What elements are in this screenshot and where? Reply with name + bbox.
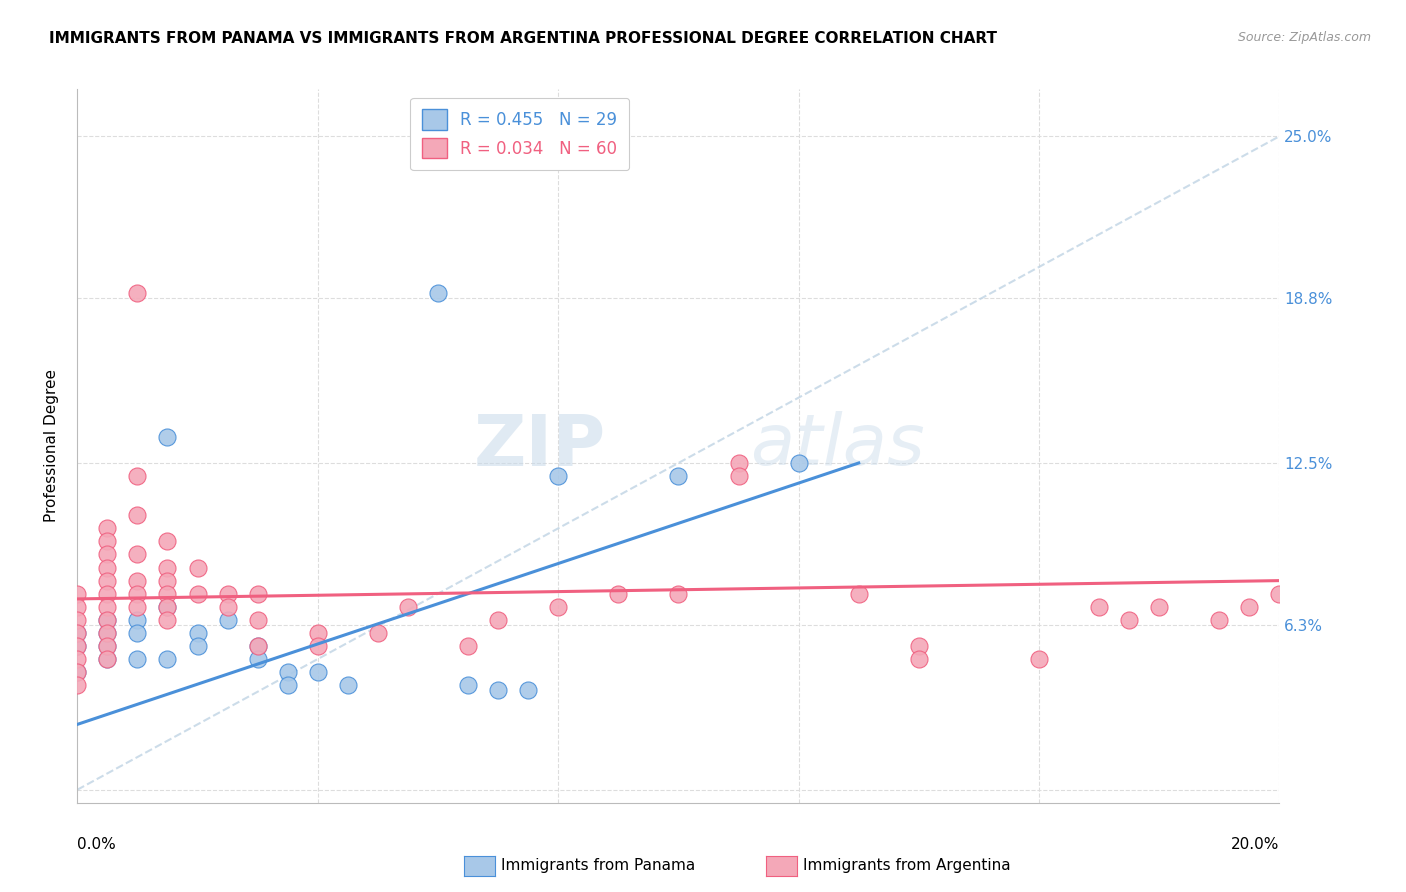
Point bbox=[96, 548, 118, 562]
Point bbox=[486, 613, 509, 627]
Point bbox=[127, 613, 149, 627]
Point bbox=[156, 534, 179, 549]
Point bbox=[787, 456, 810, 470]
Point bbox=[217, 587, 239, 601]
Point bbox=[127, 587, 149, 601]
Point bbox=[457, 678, 479, 692]
Point bbox=[156, 430, 179, 444]
Y-axis label: Professional Degree: Professional Degree bbox=[44, 369, 59, 523]
Point bbox=[96, 599, 118, 614]
Point bbox=[246, 639, 269, 653]
Point bbox=[66, 587, 89, 601]
Point bbox=[217, 613, 239, 627]
Point bbox=[307, 626, 329, 640]
Point bbox=[96, 534, 118, 549]
Point bbox=[457, 639, 479, 653]
Point bbox=[127, 548, 149, 562]
Point bbox=[187, 587, 209, 601]
Point bbox=[66, 639, 89, 653]
Text: Source: ZipAtlas.com: Source: ZipAtlas.com bbox=[1237, 31, 1371, 45]
Point bbox=[1028, 652, 1050, 666]
Point bbox=[96, 587, 118, 601]
Point bbox=[1118, 613, 1140, 627]
Point bbox=[307, 639, 329, 653]
Point bbox=[217, 599, 239, 614]
Point bbox=[668, 587, 690, 601]
Point bbox=[96, 613, 118, 627]
Point bbox=[1208, 613, 1230, 627]
Point bbox=[246, 587, 269, 601]
Point bbox=[848, 587, 870, 601]
Point bbox=[336, 678, 359, 692]
Point bbox=[66, 626, 89, 640]
Point bbox=[246, 639, 269, 653]
Point bbox=[66, 665, 89, 679]
Point bbox=[908, 639, 931, 653]
Point bbox=[486, 683, 509, 698]
Point bbox=[727, 456, 749, 470]
Point bbox=[187, 639, 209, 653]
Point bbox=[127, 626, 149, 640]
Point bbox=[96, 613, 118, 627]
Point bbox=[307, 665, 329, 679]
Point bbox=[727, 469, 749, 483]
Point bbox=[396, 599, 419, 614]
Point bbox=[66, 678, 89, 692]
Point bbox=[66, 599, 89, 614]
Point bbox=[668, 469, 690, 483]
Point bbox=[127, 652, 149, 666]
Text: Immigrants from Panama: Immigrants from Panama bbox=[501, 858, 695, 872]
Point bbox=[156, 574, 179, 588]
Point bbox=[127, 574, 149, 588]
Point bbox=[607, 587, 630, 601]
Legend: R = 0.455   N = 29, R = 0.034   N = 60: R = 0.455 N = 29, R = 0.034 N = 60 bbox=[411, 97, 628, 169]
Point bbox=[127, 508, 149, 523]
Point bbox=[96, 652, 118, 666]
Point bbox=[127, 599, 149, 614]
Point bbox=[908, 652, 931, 666]
Text: Immigrants from Argentina: Immigrants from Argentina bbox=[803, 858, 1011, 872]
Text: atlas: atlas bbox=[751, 411, 925, 481]
Point bbox=[156, 613, 179, 627]
Point bbox=[156, 599, 179, 614]
Text: 20.0%: 20.0% bbox=[1232, 837, 1279, 852]
Point bbox=[1268, 587, 1291, 601]
Point bbox=[367, 626, 389, 640]
Point bbox=[66, 613, 89, 627]
Point bbox=[517, 683, 540, 698]
Text: 0.0%: 0.0% bbox=[77, 837, 117, 852]
Point bbox=[127, 286, 149, 301]
Point bbox=[66, 639, 89, 653]
Point bbox=[1088, 599, 1111, 614]
Point bbox=[246, 652, 269, 666]
Point bbox=[187, 560, 209, 574]
Point bbox=[156, 560, 179, 574]
Point bbox=[96, 639, 118, 653]
Point bbox=[246, 613, 269, 627]
Point bbox=[96, 626, 118, 640]
Point bbox=[277, 678, 299, 692]
Point bbox=[1149, 599, 1171, 614]
Point bbox=[66, 652, 89, 666]
Text: IMMIGRANTS FROM PANAMA VS IMMIGRANTS FROM ARGENTINA PROFESSIONAL DEGREE CORRELAT: IMMIGRANTS FROM PANAMA VS IMMIGRANTS FRO… bbox=[49, 31, 997, 46]
Point bbox=[547, 599, 569, 614]
Point bbox=[96, 652, 118, 666]
Point bbox=[1239, 599, 1261, 614]
Point bbox=[96, 626, 118, 640]
Point bbox=[187, 626, 209, 640]
Point bbox=[66, 626, 89, 640]
Point bbox=[96, 560, 118, 574]
Point bbox=[547, 469, 569, 483]
Point bbox=[96, 574, 118, 588]
Point bbox=[96, 639, 118, 653]
Text: ZIP: ZIP bbox=[474, 411, 606, 481]
Point bbox=[156, 587, 179, 601]
Point bbox=[156, 652, 179, 666]
Point bbox=[66, 665, 89, 679]
Point bbox=[96, 521, 118, 535]
Point bbox=[156, 599, 179, 614]
Point bbox=[427, 286, 450, 301]
Point bbox=[277, 665, 299, 679]
Point bbox=[127, 469, 149, 483]
